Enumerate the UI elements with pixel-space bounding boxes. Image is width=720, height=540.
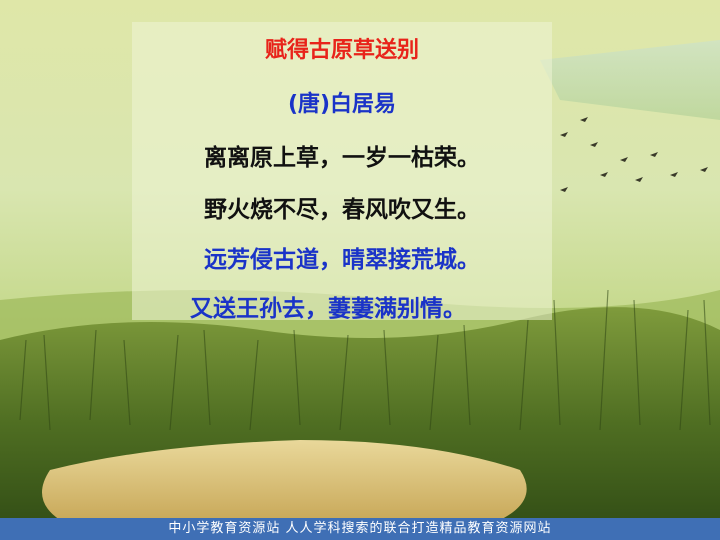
poem-title: 赋得古原草送别 <box>264 38 419 63</box>
poem-line-3: 远芳侵古道，晴翠接荒城。 <box>204 247 480 273</box>
poem-author: (唐)白居易 <box>287 92 397 117</box>
grass-blades <box>19 289 711 431</box>
bird-flock <box>560 117 708 192</box>
poem-line-1: 离离原上草，一岁一枯荣。 <box>204 145 480 171</box>
poem-line-2: 野火烧不尽，春风吹又生。 <box>204 197 480 223</box>
footer-banner: 中小学教育资源站 人人学科搜索的联合打造精品教育资源网站 <box>0 518 720 540</box>
poem-panel <box>132 22 552 320</box>
poem-line-4: 又送王孙去，萋萋满别情。 <box>190 296 466 322</box>
river <box>540 40 720 120</box>
dirt-mound <box>42 440 527 520</box>
